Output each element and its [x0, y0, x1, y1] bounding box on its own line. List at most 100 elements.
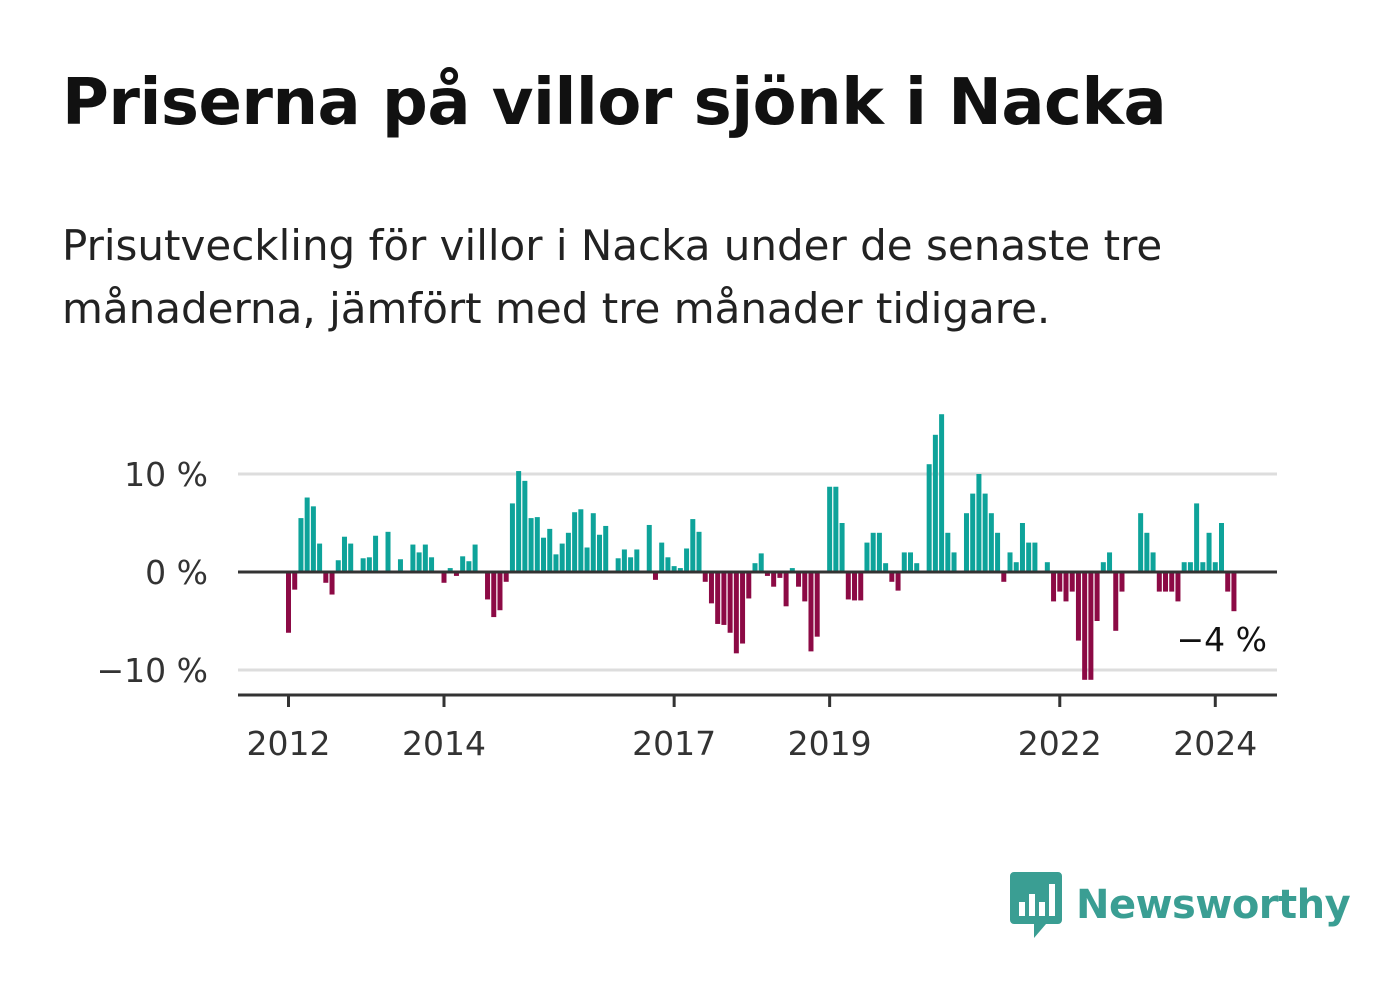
bar [472, 544, 478, 572]
x-tick-label: 2012 [247, 724, 331, 763]
bar [1175, 572, 1181, 602]
bar [485, 572, 491, 600]
bar [565, 532, 571, 572]
bar [1169, 572, 1175, 592]
bar [833, 486, 839, 572]
bar [677, 568, 683, 572]
bar [646, 524, 652, 572]
bar [373, 535, 379, 572]
bar [783, 572, 789, 607]
bar [752, 563, 758, 572]
bar [286, 572, 291, 633]
bar [814, 572, 820, 637]
y-tick-label: −10 % [97, 651, 209, 690]
bar [808, 572, 814, 652]
bar [621, 549, 627, 572]
bar [503, 572, 509, 582]
bar [827, 486, 833, 572]
bar [665, 557, 671, 572]
bar [1187, 562, 1193, 572]
bar [360, 558, 366, 572]
bar [988, 513, 994, 572]
bar [889, 572, 895, 582]
bar [292, 572, 298, 590]
bar [1013, 562, 1019, 572]
bar [926, 464, 932, 572]
bar [584, 547, 590, 572]
bar [895, 572, 901, 591]
bar [939, 414, 945, 572]
bar [335, 560, 341, 572]
brand-name: Newsworthy [1076, 882, 1351, 928]
bar [870, 532, 876, 572]
bar [1069, 572, 1075, 592]
x-tick-label: 2022 [1018, 724, 1102, 763]
bar [460, 556, 466, 572]
bar-chart-bubble-icon [1010, 872, 1062, 938]
bar [1019, 523, 1025, 572]
x-tick-label: 2014 [402, 724, 486, 763]
bar [1194, 503, 1200, 572]
bar [366, 557, 372, 572]
bar [721, 572, 727, 625]
bar [385, 531, 391, 572]
bar [416, 552, 422, 572]
bar [908, 552, 913, 572]
bar [1212, 562, 1218, 572]
bar [1044, 562, 1050, 572]
bar [615, 558, 621, 572]
bar [708, 572, 714, 604]
bar [1082, 572, 1088, 680]
bar [1100, 562, 1106, 572]
bar [1057, 572, 1063, 592]
bar [522, 480, 528, 572]
bar [789, 568, 795, 572]
bar [671, 566, 677, 572]
bar [839, 523, 845, 572]
bar [1231, 572, 1237, 612]
bar [453, 572, 459, 576]
bar [951, 552, 957, 572]
bar [429, 557, 435, 572]
bar [876, 532, 882, 572]
bar [466, 561, 472, 572]
bar [590, 513, 596, 572]
bar [771, 572, 777, 587]
bar [628, 557, 634, 572]
bar [963, 513, 969, 572]
bar [553, 554, 559, 572]
tick-labels: 10 % 0 % −10 % 2012 2014 2017 2019 2022 2024 −4 % [97, 455, 1268, 763]
bar [659, 542, 665, 572]
bar [317, 543, 323, 572]
bar [796, 572, 802, 587]
bar [329, 572, 335, 595]
bar [746, 572, 752, 599]
bar [1144, 532, 1150, 572]
bar [1181, 562, 1187, 572]
bar [727, 572, 733, 633]
bar [397, 559, 403, 572]
bar [559, 543, 565, 572]
bar [995, 532, 1001, 572]
bar [447, 568, 453, 572]
bar [1088, 572, 1094, 680]
bar [684, 548, 690, 572]
newsworthy-logo: Newsworthy [1010, 872, 1351, 938]
bar [1219, 523, 1224, 572]
bar [1225, 572, 1231, 592]
bar [491, 572, 497, 618]
bar [1119, 572, 1125, 592]
bar [1206, 532, 1212, 572]
bar [945, 532, 951, 572]
bar [852, 572, 858, 601]
bar [982, 493, 988, 572]
bar [764, 572, 770, 576]
bar [422, 544, 428, 572]
bar [304, 497, 310, 572]
bar [441, 572, 447, 583]
bar [348, 543, 354, 572]
bar [1063, 572, 1069, 602]
bar [901, 552, 907, 572]
bar [715, 572, 721, 624]
